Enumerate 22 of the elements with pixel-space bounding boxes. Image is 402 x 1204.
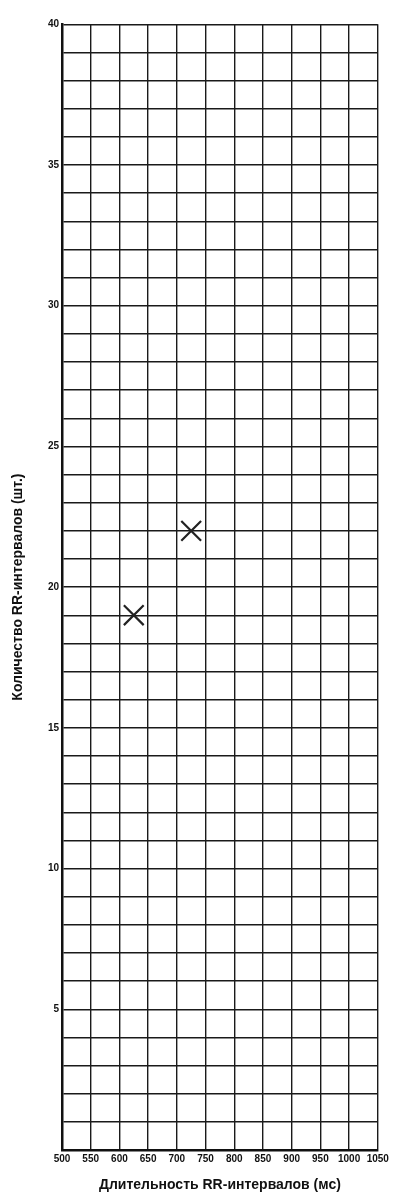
y-tick-label: 20 [47,580,60,592]
x-tick-label: 550 [82,1152,100,1164]
x-tick-label: 850 [254,1152,272,1164]
x-tick-label: 800 [225,1152,244,1164]
x-tick-label: 500 [53,1152,71,1164]
y-tick-label: 25 [47,440,60,452]
x-tick-label: 750 [197,1152,215,1164]
y-tick-label: 5 [53,1003,60,1015]
y-tick-label: 40 [47,17,60,29]
x-tick-label: 1000 [337,1152,361,1164]
x-tick-label: 950 [312,1152,330,1164]
y-tick-label: 35 [47,158,60,170]
y-tick-label: 30 [47,299,60,311]
y-tick-label: 15 [47,721,60,733]
x-axis-title: Длительность RR-интервалов (мс) [98,1176,341,1193]
x-tick-label: 650 [139,1152,157,1164]
y-axis-title: Количество RR-интервалов (шт.) [9,473,26,701]
x-tick-label: 1050 [366,1152,390,1164]
x-tick-label: 600 [111,1152,129,1164]
x-tick-label: 900 [283,1152,301,1164]
y-tick-label: 10 [47,862,60,874]
x-tick-label: 700 [168,1152,186,1164]
